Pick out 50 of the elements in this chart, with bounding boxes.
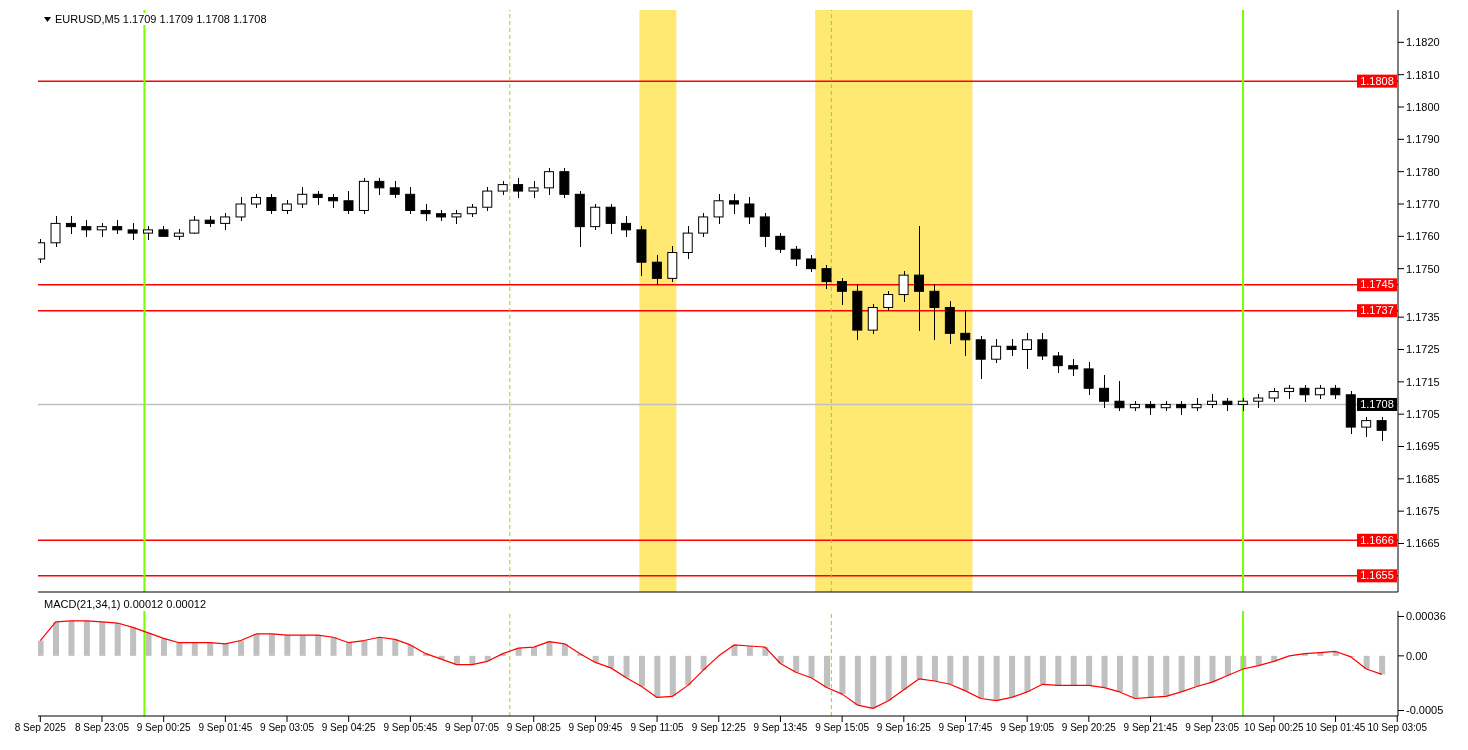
ref-line-label: 1.1708 xyxy=(1360,397,1394,410)
y-tick-label: 1.1810 xyxy=(1406,68,1440,81)
y-tick-label: 1.1725 xyxy=(1406,343,1440,356)
x-tick-label: 9 Sep 12:25 xyxy=(691,722,747,734)
ref-line-label: 1.1808 xyxy=(1360,74,1394,87)
ref-line-label: 1.1745 xyxy=(1360,278,1394,291)
x-tick-label: 9 Sep 16:25 xyxy=(876,722,932,734)
x-tick-label: 10 Sep 01:45 xyxy=(1305,722,1366,734)
y-tick-label: 1.1770 xyxy=(1406,197,1440,210)
x-tick-label: 9 Sep 05:45 xyxy=(383,722,438,734)
y-tick-label: 1.1685 xyxy=(1406,472,1440,485)
y-tick-label: 1.1695 xyxy=(1406,440,1440,453)
y-tick-label: 1.1790 xyxy=(1406,133,1440,146)
x-tick-label: 9 Sep 13:45 xyxy=(753,722,808,734)
y-tick-label: 1.1800 xyxy=(1406,100,1440,113)
y-tick-label: 0.00036 xyxy=(1406,610,1446,623)
y-tick-label: 1.1705 xyxy=(1406,408,1440,421)
x-tick-label: 9 Sep 19:05 xyxy=(1000,722,1055,734)
x-tick-label: 9 Sep 01:45 xyxy=(198,722,253,734)
y-tick-label: 1.1735 xyxy=(1406,311,1440,324)
x-tick-label: 9 Sep 08:25 xyxy=(506,722,562,734)
y-tick-label: 1.1760 xyxy=(1406,230,1440,243)
x-tick-label: 9 Sep 07:05 xyxy=(445,722,500,734)
y-tick-label: 1.1675 xyxy=(1406,505,1440,518)
ref-line-label: 1.1666 xyxy=(1360,533,1394,546)
y-tick-label: 1.1665 xyxy=(1406,537,1440,550)
x-tick-label: 9 Sep 23:05 xyxy=(1185,722,1240,734)
y-tick-label: 1.1750 xyxy=(1406,262,1440,275)
x-tick-label: 9 Sep 15:05 xyxy=(815,722,870,734)
x-tick-label: 10 Sep 03:05 xyxy=(1367,722,1428,734)
x-tick-label: 9 Sep 20:25 xyxy=(1061,722,1117,734)
x-tick-label: 9 Sep 21:45 xyxy=(1123,722,1178,734)
x-tick-label: 9 Sep 04:25 xyxy=(321,722,377,734)
x-tick-label: 8 Sep 23:05 xyxy=(75,722,130,734)
x-tick-label: 9 Sep 09:45 xyxy=(568,722,623,734)
x-tick-label: 9 Sep 17:45 xyxy=(938,722,993,734)
chart-title: EURUSD,M5 1.1709 1.1709 1.1708 1.1708 xyxy=(55,13,267,25)
y-tick-label: 1.1780 xyxy=(1406,165,1440,178)
y-tick-label: 1.1715 xyxy=(1406,375,1440,388)
x-tick-label: 8 Sep 2025 xyxy=(14,722,67,734)
x-tick-label: 10 Sep 00:25 xyxy=(1244,722,1305,734)
x-tick-label: 9 Sep 00:25 xyxy=(136,722,192,734)
y-tick-label: -0.0005 xyxy=(1406,704,1444,717)
chart-title: MACD(21,34,1) 0.00012 0.00012 xyxy=(44,598,207,610)
x-tick-label: 9 Sep 11:05 xyxy=(630,722,685,734)
ref-line-label: 1.1737 xyxy=(1360,304,1394,317)
y-tick-label: 1.1820 xyxy=(1406,36,1440,49)
y-tick-label: 0.00 xyxy=(1406,649,1428,662)
ref-line-label: 1.1655 xyxy=(1360,569,1394,582)
x-tick-label: 9 Sep 03:05 xyxy=(260,722,315,734)
